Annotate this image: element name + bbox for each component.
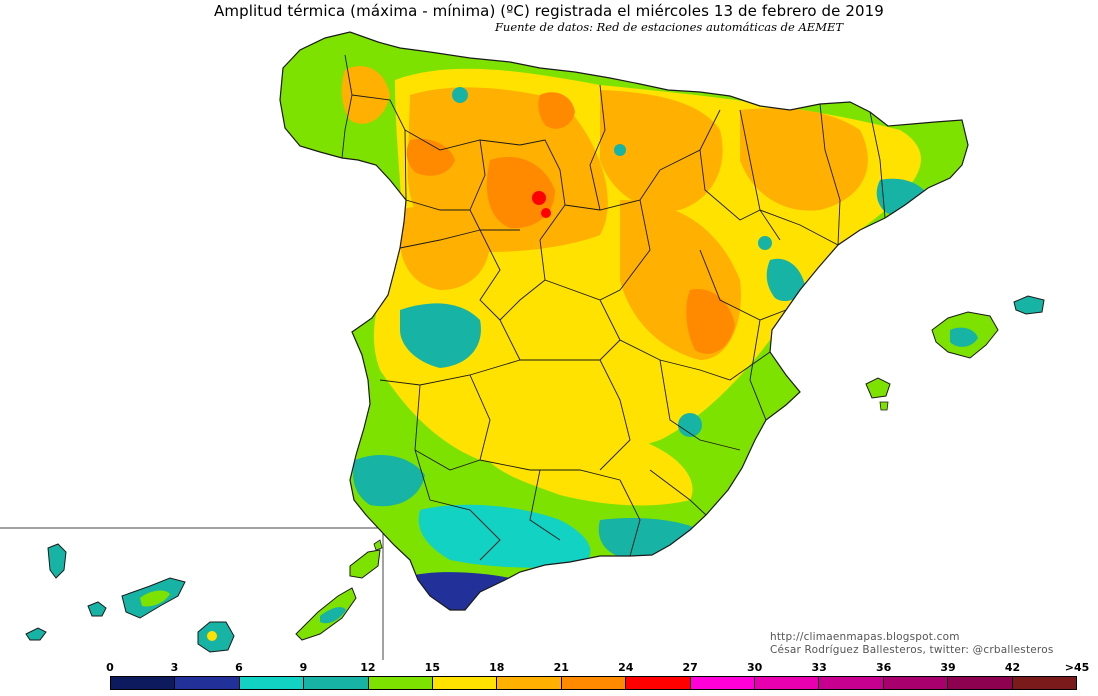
legend-tick-label: 18 [489, 661, 505, 674]
legend-swatch [1012, 677, 1077, 689]
legend-tick-label: 3 [170, 661, 179, 674]
credits: http://climaenmapas.blogspot.com César R… [770, 631, 1054, 657]
legend-ticks: 0 3 6 9 12 15 18 21 24 27 30 33 36 39 42 >45 [0, 661, 1098, 675]
legend-tick-label: 36 [875, 661, 892, 674]
balearic-islands [865, 295, 1045, 411]
legend-tick-label: 30 [747, 661, 763, 674]
credits-url: http://climaenmapas.blogspot.com [770, 631, 960, 643]
peninsula-coastline [279, 31, 969, 611]
legend-swatch [626, 677, 691, 689]
map-subtitle: Fuente de datos: Red de estaciones autom… [494, 20, 844, 34]
legend-swatch [368, 677, 434, 689]
legend-swatch [175, 677, 240, 689]
legend-tick-label: 39 [940, 661, 956, 674]
legend-tick-label: 12 [360, 661, 376, 674]
legend-tick-label: 9 [299, 661, 308, 674]
legend-tick-label: 24 [618, 661, 634, 674]
canary-islands [25, 539, 383, 653]
legend-tick-label: 27 [682, 661, 698, 674]
legend-swatch [755, 677, 820, 689]
legend-tick-label: 21 [553, 661, 569, 674]
legend-tick-label: 0 [106, 661, 114, 674]
legend-swatch [304, 677, 369, 689]
legend-swatch [948, 677, 1013, 689]
legend-swatch [111, 677, 176, 689]
legend-tick-label: 6 [235, 661, 243, 674]
peninsula [280, 32, 968, 610]
legend-tick-label: 33 [811, 661, 827, 674]
credits-author: César Rodríguez Ballesteros, twitter: @c… [770, 644, 1054, 656]
legend-tick-label: 15 [424, 661, 440, 674]
temperature-range-map [0, 31, 1045, 660]
legend-tick-label: >45 [1064, 661, 1090, 674]
color-scale-legend [110, 676, 1077, 690]
legend-swatch [561, 677, 627, 689]
legend-swatch [497, 677, 562, 689]
province-borders [341, 54, 886, 561]
map-title: Amplitud térmica (máxima - mínima) (ºC) … [214, 2, 884, 20]
legend-swatch [690, 677, 756, 689]
legend-swatch [433, 677, 498, 689]
legend-swatch [819, 677, 884, 689]
legend-tick-label: 42 [1004, 661, 1021, 674]
legend-swatch [883, 677, 949, 689]
legend-swatch [239, 677, 305, 689]
